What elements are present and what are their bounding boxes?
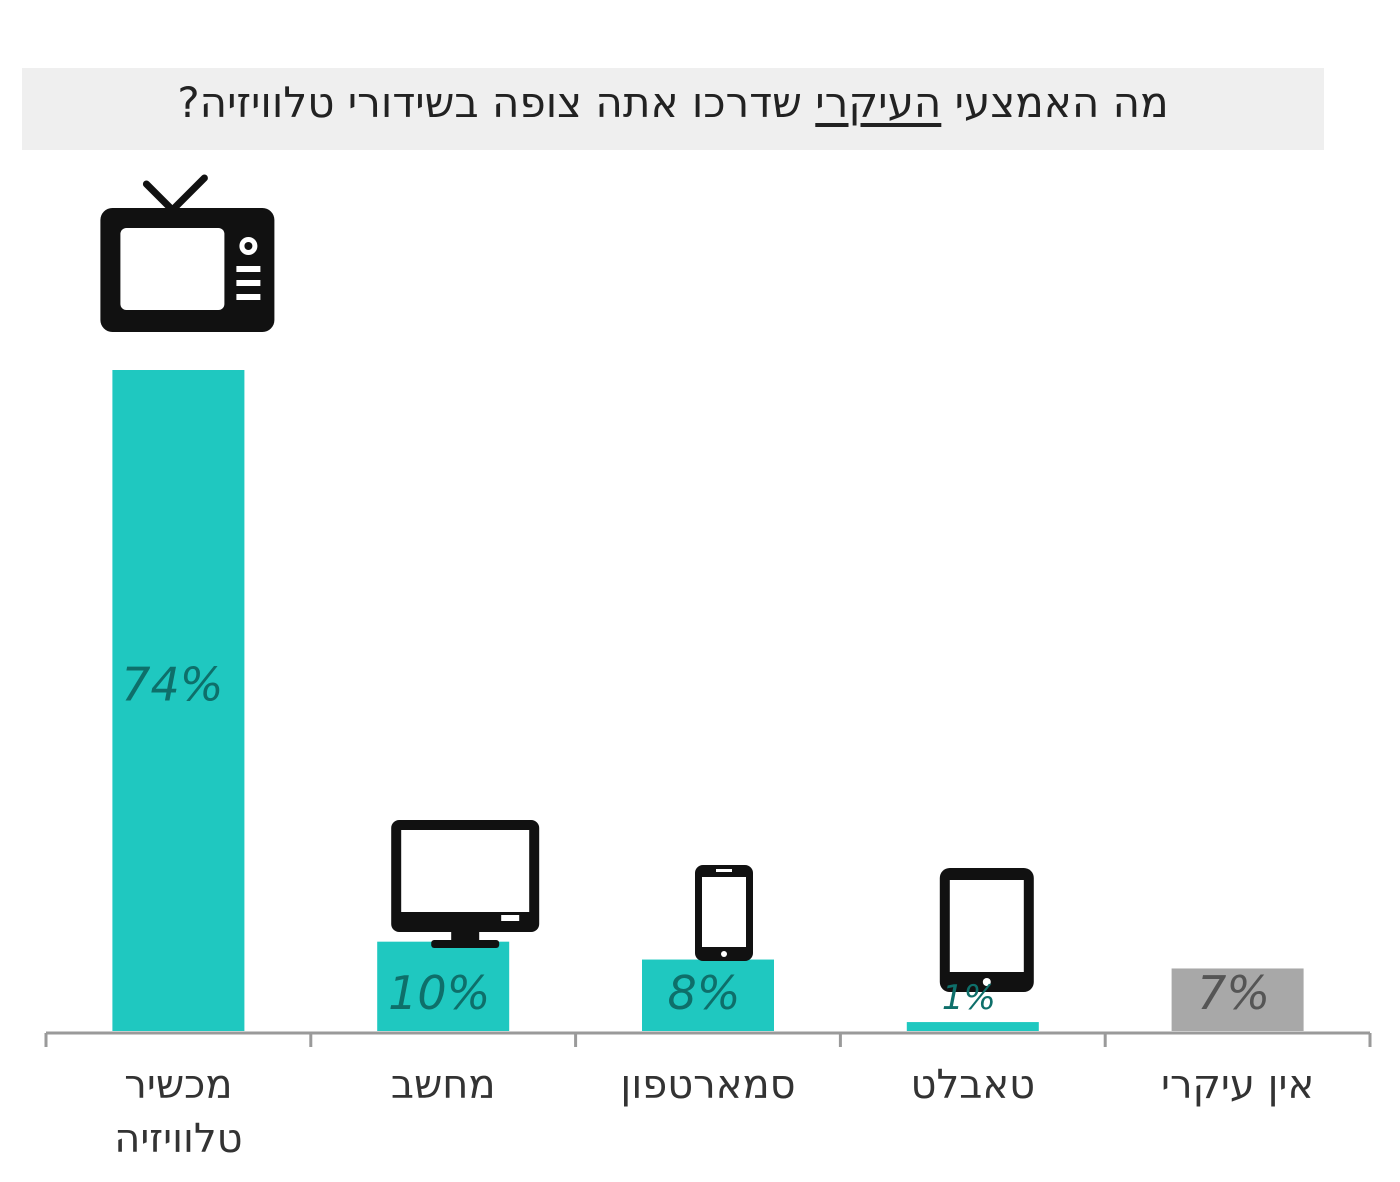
x-axis bbox=[44, 1031, 1372, 1047]
chart-title: מה האמצעי העיקרי שדרכו אתה צופה בשידורי … bbox=[22, 68, 1324, 150]
bar bbox=[377, 941, 510, 1031]
category-label: סמארטפון bbox=[620, 1062, 795, 1108]
value-label: 8% bbox=[668, 966, 741, 1020]
category-label: טאבלט bbox=[911, 1062, 1035, 1108]
smartphone-icon bbox=[695, 865, 753, 961]
bar bbox=[642, 959, 774, 1031]
title-part-after: שדרכו אתה צופה בשידורי טלוויזיה? bbox=[177, 78, 816, 127]
bar bbox=[1171, 968, 1304, 1031]
category-label: מחשב bbox=[391, 1062, 496, 1108]
tv-icon bbox=[100, 174, 275, 332]
bar bbox=[906, 1022, 1039, 1031]
tablet-icon bbox=[939, 868, 1034, 992]
value-label: 10% bbox=[388, 966, 490, 1020]
title-emphasis: העיקרי bbox=[815, 78, 942, 127]
value-label: 1% bbox=[942, 978, 996, 1018]
title-bar: מה האמצעי העיקרי שדרכו אתה צופה בשידורי … bbox=[22, 68, 1324, 150]
title-part-before: מה האמצעי bbox=[941, 78, 1169, 127]
category-label: אין עיקרי bbox=[1161, 1062, 1314, 1108]
value-label: 7% bbox=[1197, 966, 1270, 1020]
category-label: מכשיר bbox=[124, 1062, 232, 1108]
bar bbox=[112, 370, 245, 1031]
computer-monitor-icon bbox=[391, 820, 540, 948]
category-label: טלוויזיה bbox=[114, 1116, 242, 1162]
value-label: 74% bbox=[121, 658, 223, 712]
